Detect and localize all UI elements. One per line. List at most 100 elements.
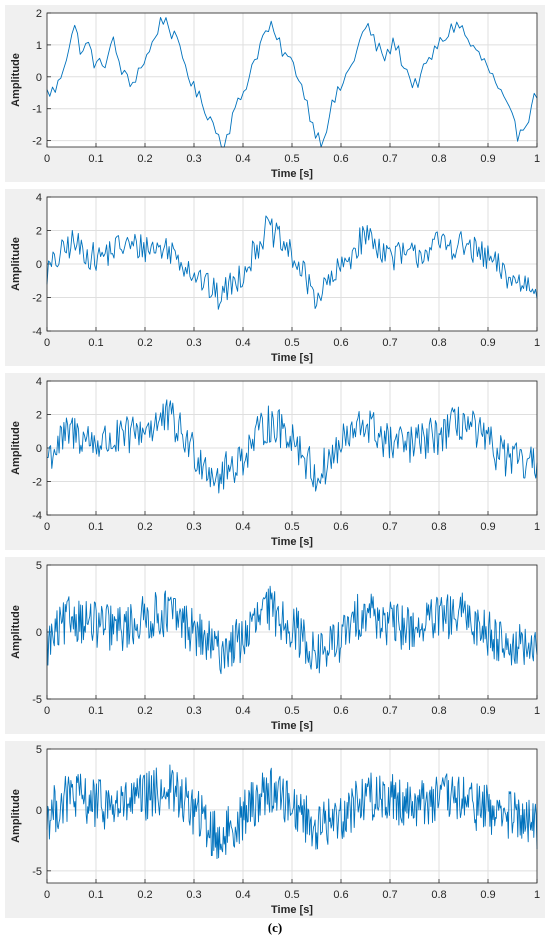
x-tick-label: 0 [44, 153, 50, 165]
x-tick-label: 0.2 [137, 337, 152, 349]
x-tick-label: 0.6 [333, 705, 348, 717]
x-tick-label: 0.8 [431, 521, 446, 533]
x-tick-label: 0.1 [88, 889, 103, 901]
chart-panel: 0 0.1 0.2 0.3 0.4 0.5 0.6 0.7 0.8 0.9 1 -5 0 5 Time [s… [5, 557, 545, 734]
axes-frame [46, 564, 538, 700]
x-tick-label: 0.9 [480, 521, 495, 533]
x-tick-label: 0.7 [382, 153, 397, 165]
x-tick-label: 0 [44, 337, 50, 349]
x-tick-label: 0.2 [137, 521, 152, 533]
x-tick-label: 0.5 [284, 889, 299, 901]
x-tick-label: 0.2 [137, 153, 152, 165]
x-tick-label: 0 [44, 889, 50, 901]
line-chart: 0 0.1 0.2 0.3 0.4 0.5 0.6 0.7 0.8 0.9 1 -4 -2 0 2 4 Time… [10, 192, 540, 364]
x-tick-label: 0.8 [431, 889, 446, 901]
signal-line [47, 399, 538, 494]
line-chart: 0 0.1 0.2 0.3 0.4 0.5 0.6 0.7 0.8 0.9 1 -2 -1 0 1 2 Time… [10, 8, 540, 180]
x-tick-label: 0.4 [235, 705, 250, 717]
x-tick-label: 0.8 [431, 153, 446, 165]
x-tick-label: 0.9 [480, 705, 495, 717]
chart-panel: 0 0.1 0.2 0.3 0.4 0.5 0.6 0.7 0.8 0.9 1 -4 -2 0 2 4 Time… [5, 373, 545, 550]
chart-panel: 0 0.1 0.2 0.3 0.4 0.5 0.6 0.7 0.8 0.9 1 -4 -2 0 2 4 Time… [5, 189, 545, 366]
y-tick-label: 4 [36, 376, 42, 388]
y-tick-label: 1 [36, 40, 42, 52]
x-tick-label: 0.7 [382, 337, 397, 349]
axes-frame [46, 380, 538, 516]
x-tick-label: 0.7 [382, 521, 397, 533]
x-tick-label: 0.9 [480, 153, 495, 165]
x-tick-label: 0.1 [88, 337, 103, 349]
figure-caption: (c) [267, 920, 283, 935]
y-tick-label: 0 [36, 805, 42, 817]
signal-line [46, 215, 538, 310]
x-axis-label: Time [s] [271, 904, 313, 916]
x-tick-label: 1 [534, 153, 540, 165]
x-tick-label: 0.8 [431, 705, 446, 717]
y-tick-label: 2 [36, 410, 42, 422]
x-axis-label: Time [s] [271, 720, 313, 732]
x-tick-label: 0.3 [186, 153, 201, 165]
y-axis-label: Amplitude [10, 605, 22, 659]
x-tick-label: 1 [534, 521, 540, 533]
y-tick-label: 5 [36, 744, 42, 756]
x-tick-label: 0.8 [431, 337, 446, 349]
axes-frame [46, 12, 538, 148]
y-axis-label: Amplitude [10, 53, 22, 107]
y-axis-label: Amplitude [10, 237, 22, 291]
y-tick-label: 2 [36, 8, 42, 20]
x-tick-label: 0.6 [333, 889, 348, 901]
axes-frame [46, 748, 538, 884]
x-tick-label: 0.6 [333, 521, 348, 533]
y-tick-label: 0 [36, 627, 42, 639]
x-tick-label: 0.3 [186, 337, 201, 349]
x-tick-label: 0.7 [382, 889, 397, 901]
x-tick-label: 0.3 [186, 889, 201, 901]
x-tick-label: 0.1 [88, 153, 103, 165]
y-tick-label: 5 [36, 560, 42, 572]
x-tick-label: 0.5 [284, 337, 299, 349]
x-axis-label: Time [s] [271, 352, 313, 364]
axes-frame [46, 196, 538, 332]
x-tick-label: 0.4 [235, 889, 250, 901]
x-tick-label: 0 [44, 521, 50, 533]
signal-line [46, 764, 538, 860]
x-tick-label: 0.1 [88, 705, 103, 717]
x-axis-label: Time [s] [271, 168, 313, 180]
x-tick-label: 0.9 [480, 889, 495, 901]
y-tick-label: 0 [36, 443, 42, 455]
x-tick-label: 0.6 [333, 153, 348, 165]
x-axis-label: Time [s] [271, 536, 313, 548]
x-tick-label: 0.9 [480, 337, 495, 349]
line-chart: 0 0.1 0.2 0.3 0.4 0.5 0.6 0.7 0.8 0.9 1 -4 -2 0 2 4 Time… [10, 376, 540, 548]
x-tick-label: 0.5 [284, 153, 299, 165]
x-tick-label: 0.3 [186, 705, 201, 717]
x-tick-label: 0.6 [333, 337, 348, 349]
x-tick-label: 0.4 [235, 153, 250, 165]
y-tick-label: -5 [32, 866, 42, 878]
y-tick-label: 2 [36, 226, 42, 238]
signal-line [46, 585, 538, 675]
y-tick-label: -5 [32, 694, 42, 706]
chart-panel: 0 0.1 0.2 0.3 0.4 0.5 0.6 0.7 0.8 0.9 1 -5 0 5 Time [s… [5, 741, 545, 918]
x-tick-label: 1 [534, 889, 540, 901]
y-tick-label: -2 [32, 293, 42, 305]
y-tick-label: -1 [32, 104, 42, 116]
y-axis-label: Amplitude [10, 421, 22, 475]
chart-panel: 0 0.1 0.2 0.3 0.4 0.5 0.6 0.7 0.8 0.9 1 -2 -1 0 1 2 Time… [5, 5, 545, 182]
x-tick-label: 1 [534, 337, 540, 349]
y-tick-label: -4 [32, 510, 42, 522]
y-axis-label: Amplitude [10, 789, 22, 843]
y-tick-label: 0 [36, 259, 42, 271]
x-tick-label: 1 [534, 705, 540, 717]
x-tick-label: 0.4 [235, 521, 250, 533]
x-tick-label: 0 [44, 705, 50, 717]
x-tick-label: 0.2 [137, 889, 152, 901]
x-tick-label: 0.3 [186, 521, 201, 533]
x-tick-label: 0.4 [235, 337, 250, 349]
y-tick-label: 4 [36, 192, 42, 204]
x-tick-label: 0.7 [382, 705, 397, 717]
signal-line [46, 16, 538, 148]
y-tick-label: -4 [32, 326, 42, 338]
